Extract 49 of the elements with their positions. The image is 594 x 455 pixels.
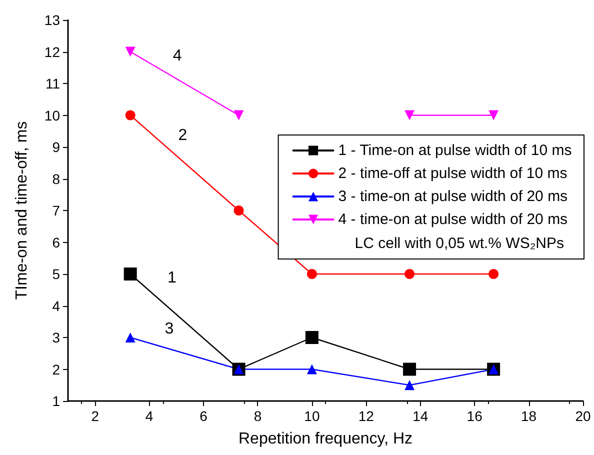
x-tick-label: 16 (466, 408, 483, 424)
annotation: 1 (167, 270, 176, 287)
point (124, 268, 137, 280)
point (306, 269, 317, 279)
y-tick-label: 1 (52, 393, 60, 409)
y-tick-label: 5 (52, 266, 60, 282)
legend-label: 2 - time-off at pulse width of 10 ms (338, 165, 568, 182)
point (404, 269, 415, 279)
y-tick-label: 6 (52, 234, 60, 250)
annotation: 3 (164, 320, 174, 338)
y-tick-label: 10 (44, 107, 60, 124)
point (488, 269, 499, 279)
y-tick-label: 7 (52, 202, 60, 218)
y-tick-label: 13 (44, 12, 60, 28)
x-tick-label: 6 (200, 408, 208, 424)
x-tick-label: 8 (254, 408, 262, 424)
point (403, 362, 416, 376)
x-tick-label: 14 (412, 408, 428, 424)
y-tick-label: 2 (52, 361, 60, 378)
legend-label: 1 - Time-on at pulse width of 10 ms (338, 142, 572, 159)
annotation: 2 (178, 126, 188, 144)
x-axis-title: Repetition frequency, Hz (238, 430, 413, 448)
point (404, 110, 415, 120)
x-tick-label: 18 (521, 408, 537, 424)
y-tick-label: 4 (52, 298, 60, 314)
point (125, 110, 136, 120)
legend-label: 3 - time-on at pulse width of 20 ms (338, 188, 568, 205)
legend-title: LC cell with 0,05 wt.% WS₂NPs (354, 235, 564, 252)
point (125, 46, 136, 57)
y-tick-label: 9 (52, 139, 60, 155)
point (234, 206, 244, 216)
y-axis-title: TIme-on and time-off, ms (14, 121, 30, 300)
y-tick-label: 11 (45, 76, 60, 92)
point (306, 364, 317, 374)
legend-label: 4 - time-on at pulse width of 20 ms (338, 211, 568, 228)
y-tick-label: 8 (52, 170, 60, 187)
x-tick-label: 4 (145, 408, 154, 424)
point (404, 380, 415, 390)
x-tick-label: 2 (91, 408, 100, 424)
point (488, 110, 499, 120)
point (234, 110, 244, 120)
y-tick-label: 12 (44, 44, 60, 60)
point (305, 331, 318, 344)
annotation: 4 (172, 47, 182, 64)
x-tick-label: 20 (575, 408, 591, 424)
x-tick-label: 12 (358, 408, 374, 424)
point (125, 332, 136, 342)
x-tick-label: 10 (304, 408, 320, 424)
y-tick-label: 3 (52, 330, 60, 346)
